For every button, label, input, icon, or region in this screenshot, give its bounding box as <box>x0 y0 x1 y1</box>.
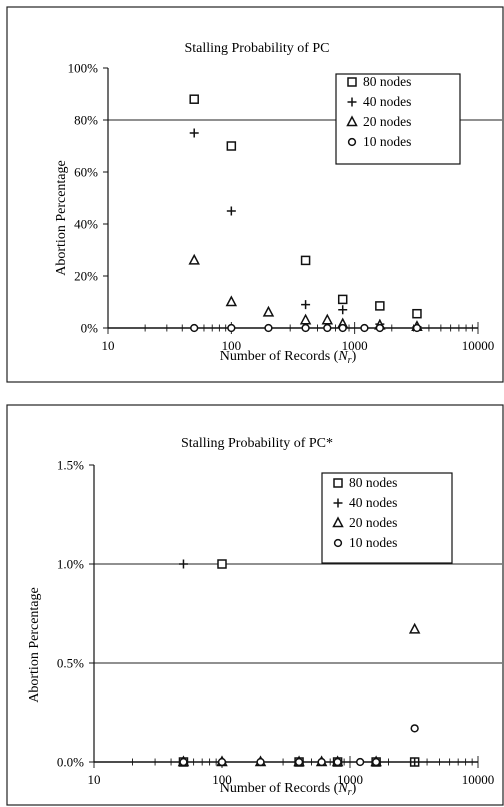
marker-square <box>412 308 422 319</box>
marker-circle <box>294 757 304 767</box>
marker-circle <box>347 137 357 147</box>
marker-square <box>226 141 237 151</box>
y-tick-label: 40% <box>74 217 98 232</box>
y-tick-label: 0.0% <box>57 755 84 770</box>
marker-plus <box>347 97 357 107</box>
legend-label: 80 nodes <box>349 475 397 490</box>
marker-circle <box>217 757 227 767</box>
marker-plus <box>301 300 311 310</box>
legend-box <box>321 472 453 564</box>
marker-circle <box>227 323 236 333</box>
y-tick-label: 0.5% <box>57 656 84 671</box>
marker-triangle <box>262 305 275 317</box>
marker-circle <box>375 323 384 333</box>
marker-circle <box>371 757 381 767</box>
marker-plus <box>333 498 343 508</box>
x-axis-label: Number of Records (Nr) <box>220 781 357 798</box>
y-axis-label: Abortion Percentage <box>54 160 69 275</box>
marker-circle <box>301 323 310 333</box>
marker-circle <box>338 323 347 333</box>
series-circle <box>179 724 419 767</box>
marker-triangle <box>346 115 358 127</box>
marker-triangle <box>321 313 334 325</box>
marker-triangle <box>188 253 200 265</box>
chart-panel-top: Stalling Probability of PC Abortion Perc… <box>6 6 504 383</box>
plot-area: 0.0% 0.5% 1.0% 1.5% 10 100 1000 10000 80 nodes 40… <box>57 458 502 787</box>
x-tick-label: 1000 <box>342 338 368 353</box>
legend-label: 10 nodes <box>349 535 397 550</box>
marker-plus <box>178 559 188 569</box>
y-tick-label: 1.5% <box>57 458 84 473</box>
y-tick-label: 0% <box>81 321 99 336</box>
legend: 80 nodes 40 nodes 20 nodes 10 nodes <box>321 472 453 564</box>
y-tick-label: 80% <box>74 113 98 128</box>
x-tick-label: 10 <box>102 338 115 353</box>
legend-label: 20 nodes <box>363 114 411 129</box>
marker-circle <box>190 323 199 333</box>
legend-label: 20 nodes <box>349 515 397 530</box>
chart-frame <box>6 6 504 383</box>
marker-circle <box>412 323 422 333</box>
y-axis-label: Abortion Percentage <box>27 587 42 702</box>
marker-circle <box>323 323 332 333</box>
x-tick-label: 100 <box>222 338 242 353</box>
x-tick-label: 1000 <box>337 772 363 787</box>
marker-plus <box>189 128 199 138</box>
marker-plus <box>338 305 348 315</box>
marker-square <box>333 478 343 488</box>
marker-circle <box>264 323 273 333</box>
y-tick-label: 100% <box>68 61 99 76</box>
x-tick-label: 100 <box>212 772 232 787</box>
marker-circle <box>360 323 369 333</box>
marker-plus <box>226 206 236 216</box>
chart-title: Stalling Probability of PC <box>184 41 329 56</box>
legend-label: 10 nodes <box>363 134 411 149</box>
marker-triangle <box>299 313 312 325</box>
marker-triangle <box>408 622 421 634</box>
marker-circle <box>317 757 326 767</box>
marker-triangle <box>332 516 344 528</box>
legend-box <box>335 73 461 165</box>
marker-square <box>337 294 348 305</box>
y-tick-label: 20% <box>74 269 98 284</box>
x-tick-label: 10000 <box>462 338 495 353</box>
marker-square <box>300 255 311 266</box>
marker-circle <box>256 757 265 767</box>
marker-square <box>375 301 385 311</box>
marker-circle <box>410 724 419 733</box>
chart-title: Stalling Probability of PC* <box>181 436 333 451</box>
series-circle <box>190 323 422 333</box>
marker-square <box>189 94 199 104</box>
x-tick-label: 10 <box>88 772 101 787</box>
y-tick-label: 60% <box>74 165 98 180</box>
legend-label: 40 nodes <box>349 495 397 510</box>
marker-circle <box>333 538 343 548</box>
marker-square <box>347 77 357 87</box>
marker-circle <box>355 757 365 767</box>
marker-circle <box>333 757 342 767</box>
chart-panel-bottom: Stalling Probability of PC* Abortion Per… <box>6 404 504 806</box>
series-square <box>189 94 422 319</box>
marker-circle <box>179 757 188 767</box>
legend: 80 nodes 40 nodes 20 nodes 10 nodes <box>335 73 461 165</box>
legend-label: 40 nodes <box>363 94 411 109</box>
marker-triangle <box>225 295 238 307</box>
x-axis-label: Number of Records (Nr) <box>220 349 357 366</box>
plot-area: 0% 20% 40% 60% 80% 100% 10 100 1000 10000 80 nodes… <box>68 61 502 353</box>
legend-label: 80 nodes <box>363 74 411 89</box>
x-tick-label: 10000 <box>462 772 495 787</box>
y-tick-label: 1.0% <box>57 557 84 572</box>
marker-square <box>217 559 227 569</box>
chart-frame <box>6 404 504 806</box>
marker-plus <box>410 757 420 767</box>
